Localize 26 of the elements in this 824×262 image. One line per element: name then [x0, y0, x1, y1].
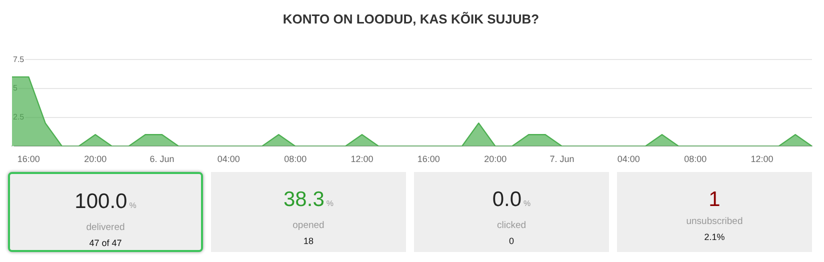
text: 1 — [708, 188, 720, 211]
x-tick-label: 12:00 — [350, 154, 374, 164]
x-tick-label: 04:00 — [217, 154, 240, 164]
x-tick-label: 12:00 — [750, 154, 774, 164]
x-tick-label: 08:00 — [284, 154, 307, 164]
x-tick-label: 04:00 — [617, 154, 640, 164]
y-tick-label: 7.5 — [13, 54, 25, 64]
x-tick-label: 20:00 — [84, 154, 107, 164]
x-tick-label: 08:00 — [684, 154, 707, 164]
text: 0 — [508, 236, 515, 246]
category-label: opened — [292, 220, 326, 231]
text: 100.0% — [74, 190, 136, 213]
x-tick-label: 6. Jun — [150, 154, 174, 164]
category-label: clicked — [496, 220, 528, 231]
text: 47 of 47 — [88, 238, 123, 248]
x-tick-label: 20:00 — [484, 154, 507, 164]
text: 2.1% — [703, 232, 726, 242]
text: 38.3% — [284, 188, 334, 211]
category-label: delivered — [85, 222, 126, 233]
text: 0.0% — [492, 188, 531, 211]
text: 18 — [302, 236, 314, 246]
x-tick-label: 16:00 — [417, 154, 440, 164]
x-tick-label: 16:00 — [17, 154, 40, 164]
x-tick-label: 7. Jun — [550, 154, 574, 164]
chart-title: KONTO ON LOODUD, KAS KÕIK SUJUB? — [282, 11, 540, 26]
category-label: unsubscribed — [685, 216, 744, 227]
